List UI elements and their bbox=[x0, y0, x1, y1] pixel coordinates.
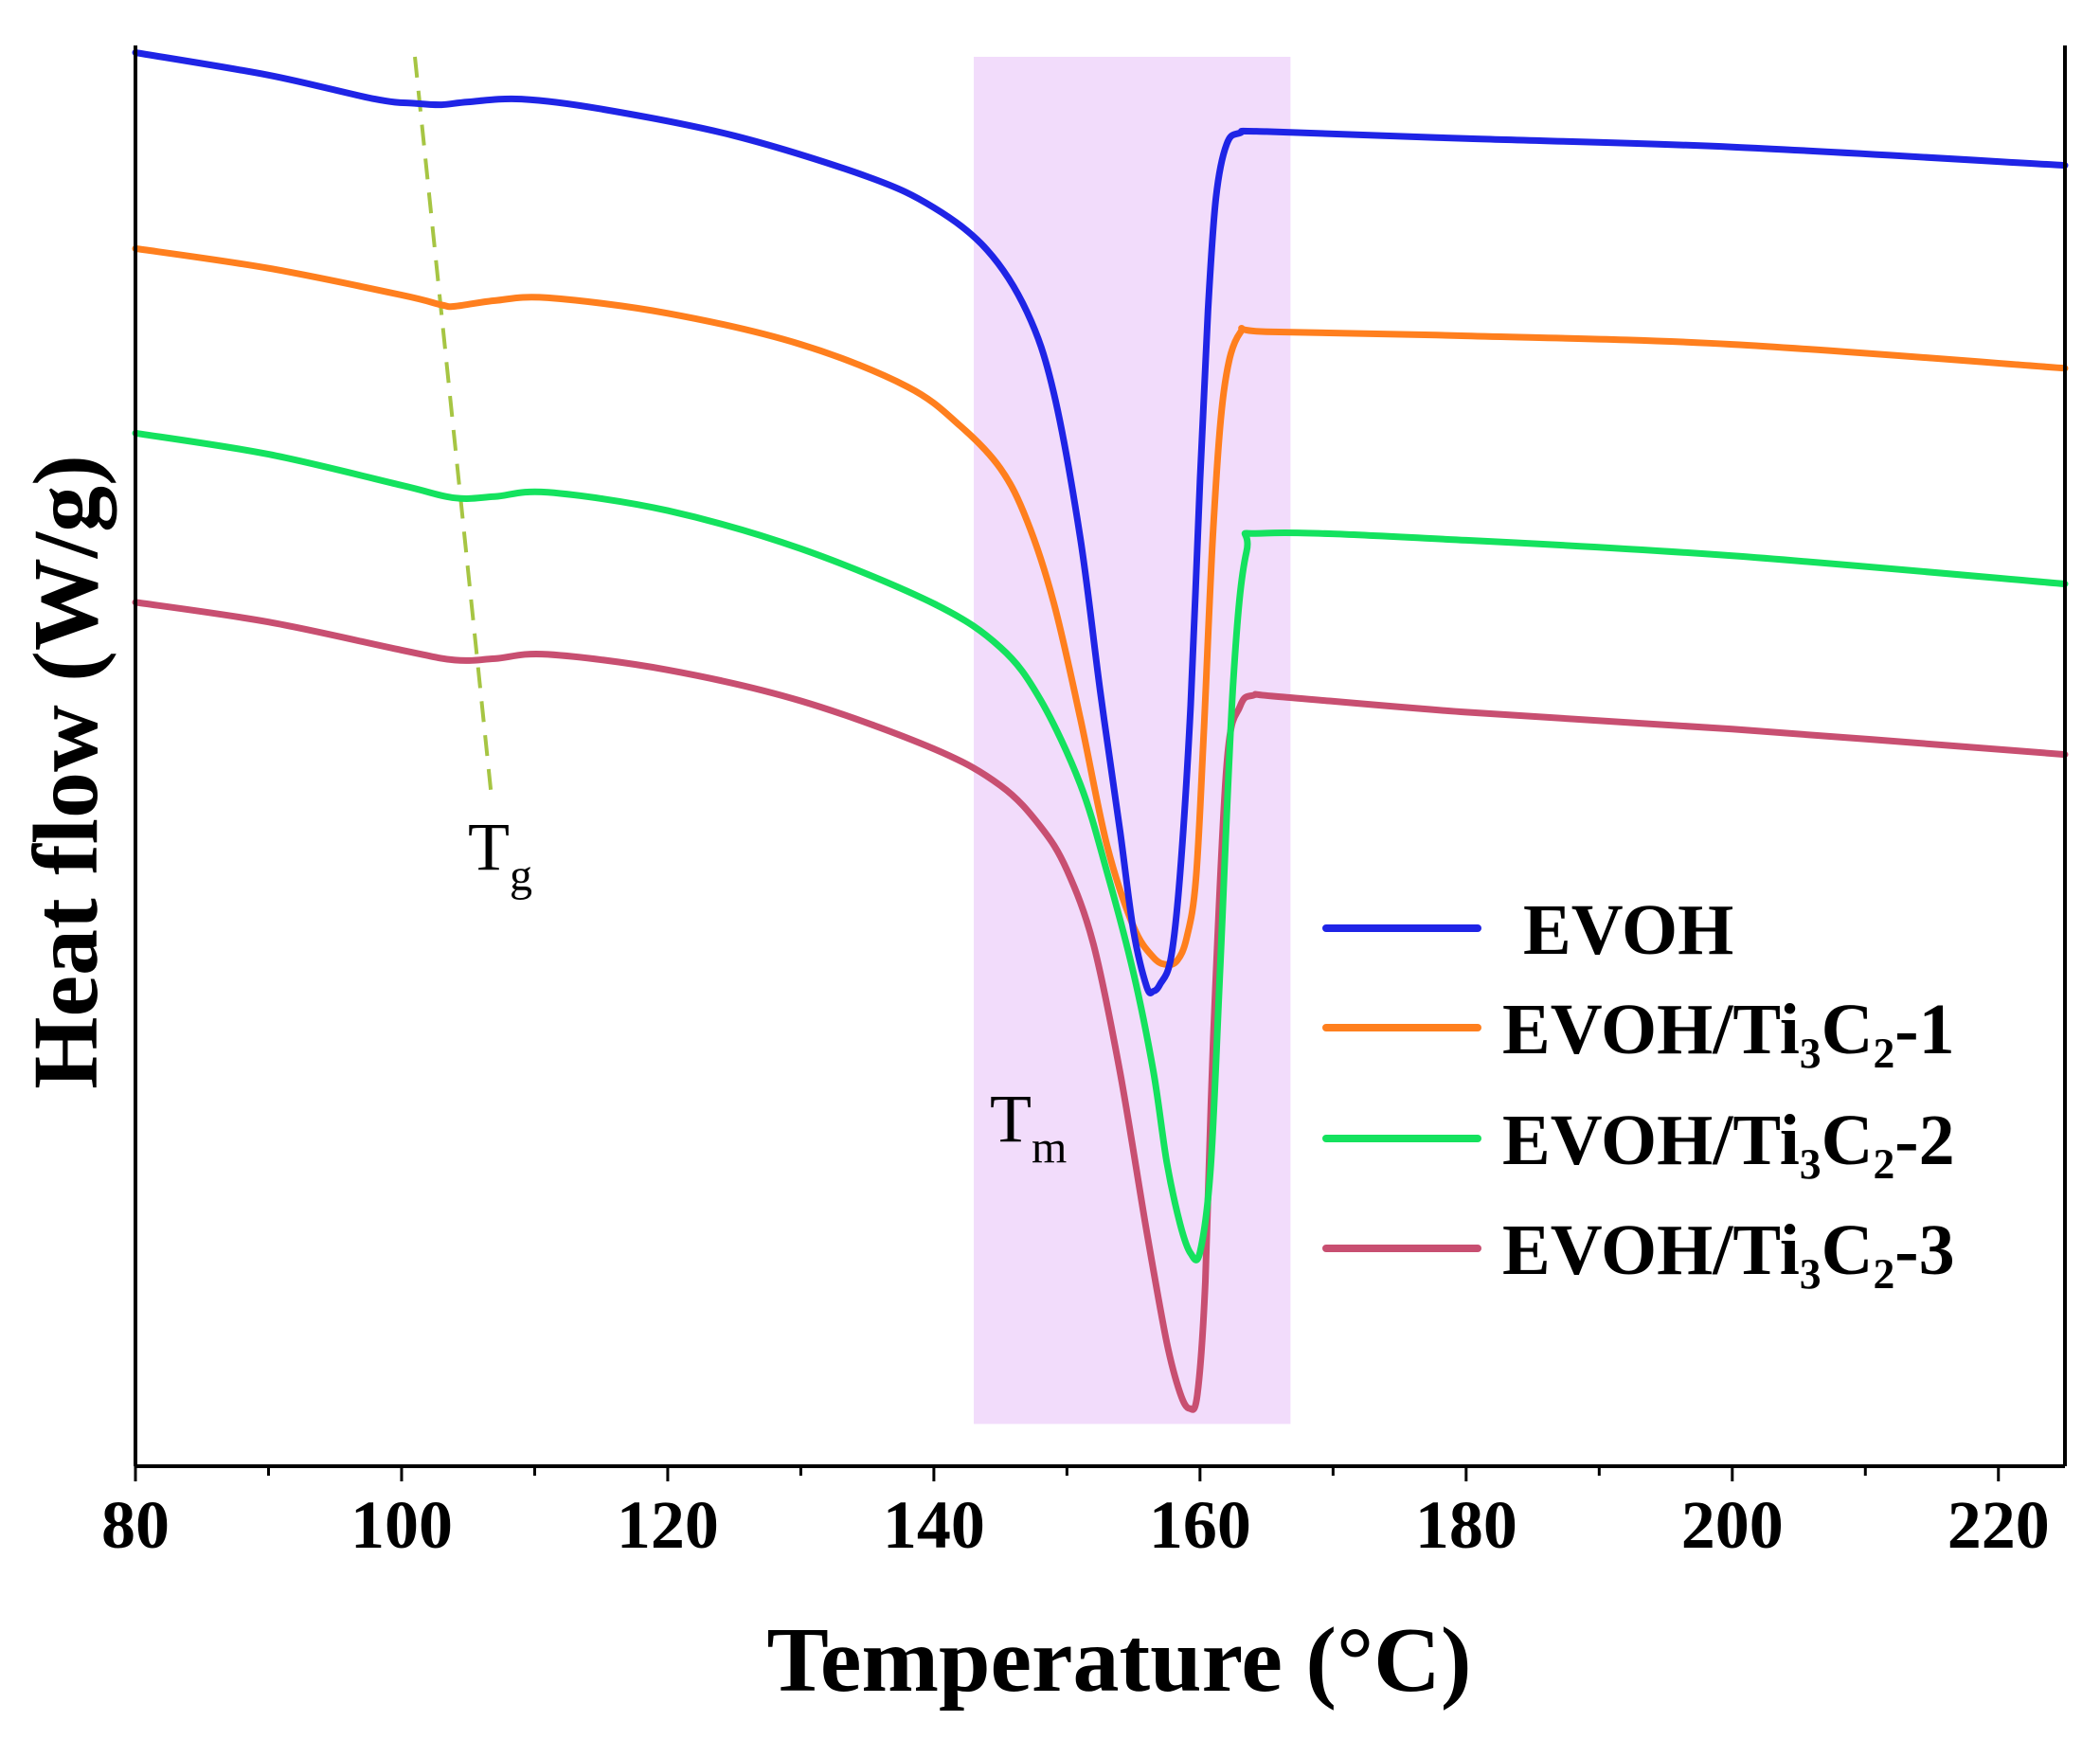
tm-label-main: T bbox=[990, 1081, 1032, 1156]
tm-label: Tm bbox=[990, 1081, 1067, 1173]
series-ti3c2-2-line bbox=[132, 429, 2069, 1264]
y-axis-title: Heat flow (W/g) bbox=[15, 455, 117, 1089]
x-tick-label-100: 100 bbox=[350, 1487, 453, 1563]
tg-label-main: T bbox=[468, 809, 510, 885]
legend-entry-ti3c2-3: EVOH/Ti₃C₂-3 bbox=[1322, 1210, 1955, 1290]
legend-entry-ti3c2-1-label: EVOH/Ti₃C₂-1 bbox=[1502, 990, 1955, 1069]
series-evoh-line bbox=[132, 49, 2069, 996]
tg-label-sub: g bbox=[510, 851, 532, 901]
x-tick-label-200: 200 bbox=[1681, 1487, 1784, 1563]
legend-entry-ti3c2-2: EVOH/Ti₃C₂-2 bbox=[1322, 1101, 1955, 1180]
tm-shaded-region bbox=[974, 57, 1291, 1425]
x-tick-label-180: 180 bbox=[1415, 1487, 1517, 1563]
legend-entry-ti3c2-2-label: EVOH/Ti₃C₂-2 bbox=[1502, 1101, 1955, 1180]
series-ti3c2-1-line bbox=[132, 244, 2069, 968]
tg-label: Tg bbox=[468, 809, 532, 901]
x-tick-label-220: 220 bbox=[1947, 1487, 2050, 1563]
legend-entry-ti3c2-3-label: EVOH/Ti₃C₂-3 bbox=[1502, 1210, 1955, 1290]
tm-label-sub: m bbox=[1032, 1122, 1067, 1173]
x-tick-label-160: 160 bbox=[1149, 1487, 1251, 1563]
tg-guide-line bbox=[413, 56, 494, 790]
legend-entry-evoh: EVOH bbox=[1322, 890, 1733, 970]
x-tick-label-140: 140 bbox=[883, 1487, 985, 1563]
legend-entry-ti3c2-1: EVOH/Ti₃C₂-1 bbox=[1322, 990, 1955, 1069]
x-tick-label-120: 120 bbox=[617, 1487, 719, 1563]
x-axis-title: Temperature (°C) bbox=[766, 1609, 1471, 1712]
legend-entry-evoh-label: EVOH bbox=[1523, 890, 1733, 970]
x-tick-label-80: 80 bbox=[101, 1487, 170, 1563]
series-ti3c2-3-line bbox=[132, 599, 2069, 1413]
